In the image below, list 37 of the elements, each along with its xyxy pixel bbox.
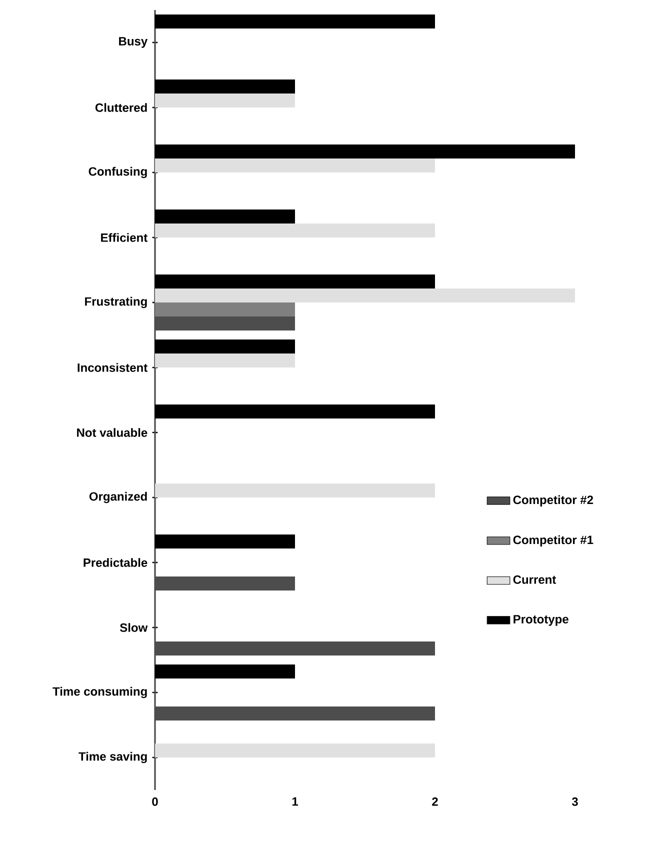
y-tick-label: Time saving <box>78 752 147 764</box>
bar <box>155 210 295 224</box>
bar <box>155 224 435 238</box>
bar <box>155 288 575 302</box>
bar <box>155 158 435 172</box>
bar <box>155 80 295 94</box>
y-tick-label: Not valuable <box>77 428 148 437</box>
y-tick-label: Busy <box>119 37 148 48</box>
bar <box>155 404 435 419</box>
x-tick-label: 1 <box>292 797 298 806</box>
y-tick-label: Time consuming <box>52 686 147 698</box>
legend-label: Competitor #2 <box>513 495 594 506</box>
bar <box>155 484 435 498</box>
legend-label: Competitor #1 <box>513 535 594 547</box>
y-tick-label: Efficient <box>101 233 148 242</box>
y-tick-label: Confusing <box>88 166 147 178</box>
y-tick-label: Inconsistent <box>78 363 148 372</box>
bar <box>155 340 295 354</box>
bar <box>155 94 295 108</box>
bar <box>155 744 435 758</box>
y-tick-label: Organized <box>89 492 147 504</box>
bar <box>155 302 295 316</box>
y-tick-label: Cluttered <box>95 103 147 112</box>
x-tick-label: 0 <box>152 797 158 806</box>
bar <box>155 144 575 158</box>
bar <box>155 274 435 288</box>
x-tick-label: 3 <box>572 797 578 806</box>
y-tick-label: Frustrating <box>85 296 147 308</box>
legend-label: Current <box>513 575 556 584</box>
y-tick-label: Slow <box>120 623 148 632</box>
y-tick-label: Predictable <box>84 558 148 567</box>
bar <box>155 534 295 549</box>
bar <box>155 664 295 679</box>
legend-label: Prototype <box>514 615 568 626</box>
bar <box>155 354 295 368</box>
bar <box>155 14 435 28</box>
x-tick-label: 2 <box>432 797 438 806</box>
